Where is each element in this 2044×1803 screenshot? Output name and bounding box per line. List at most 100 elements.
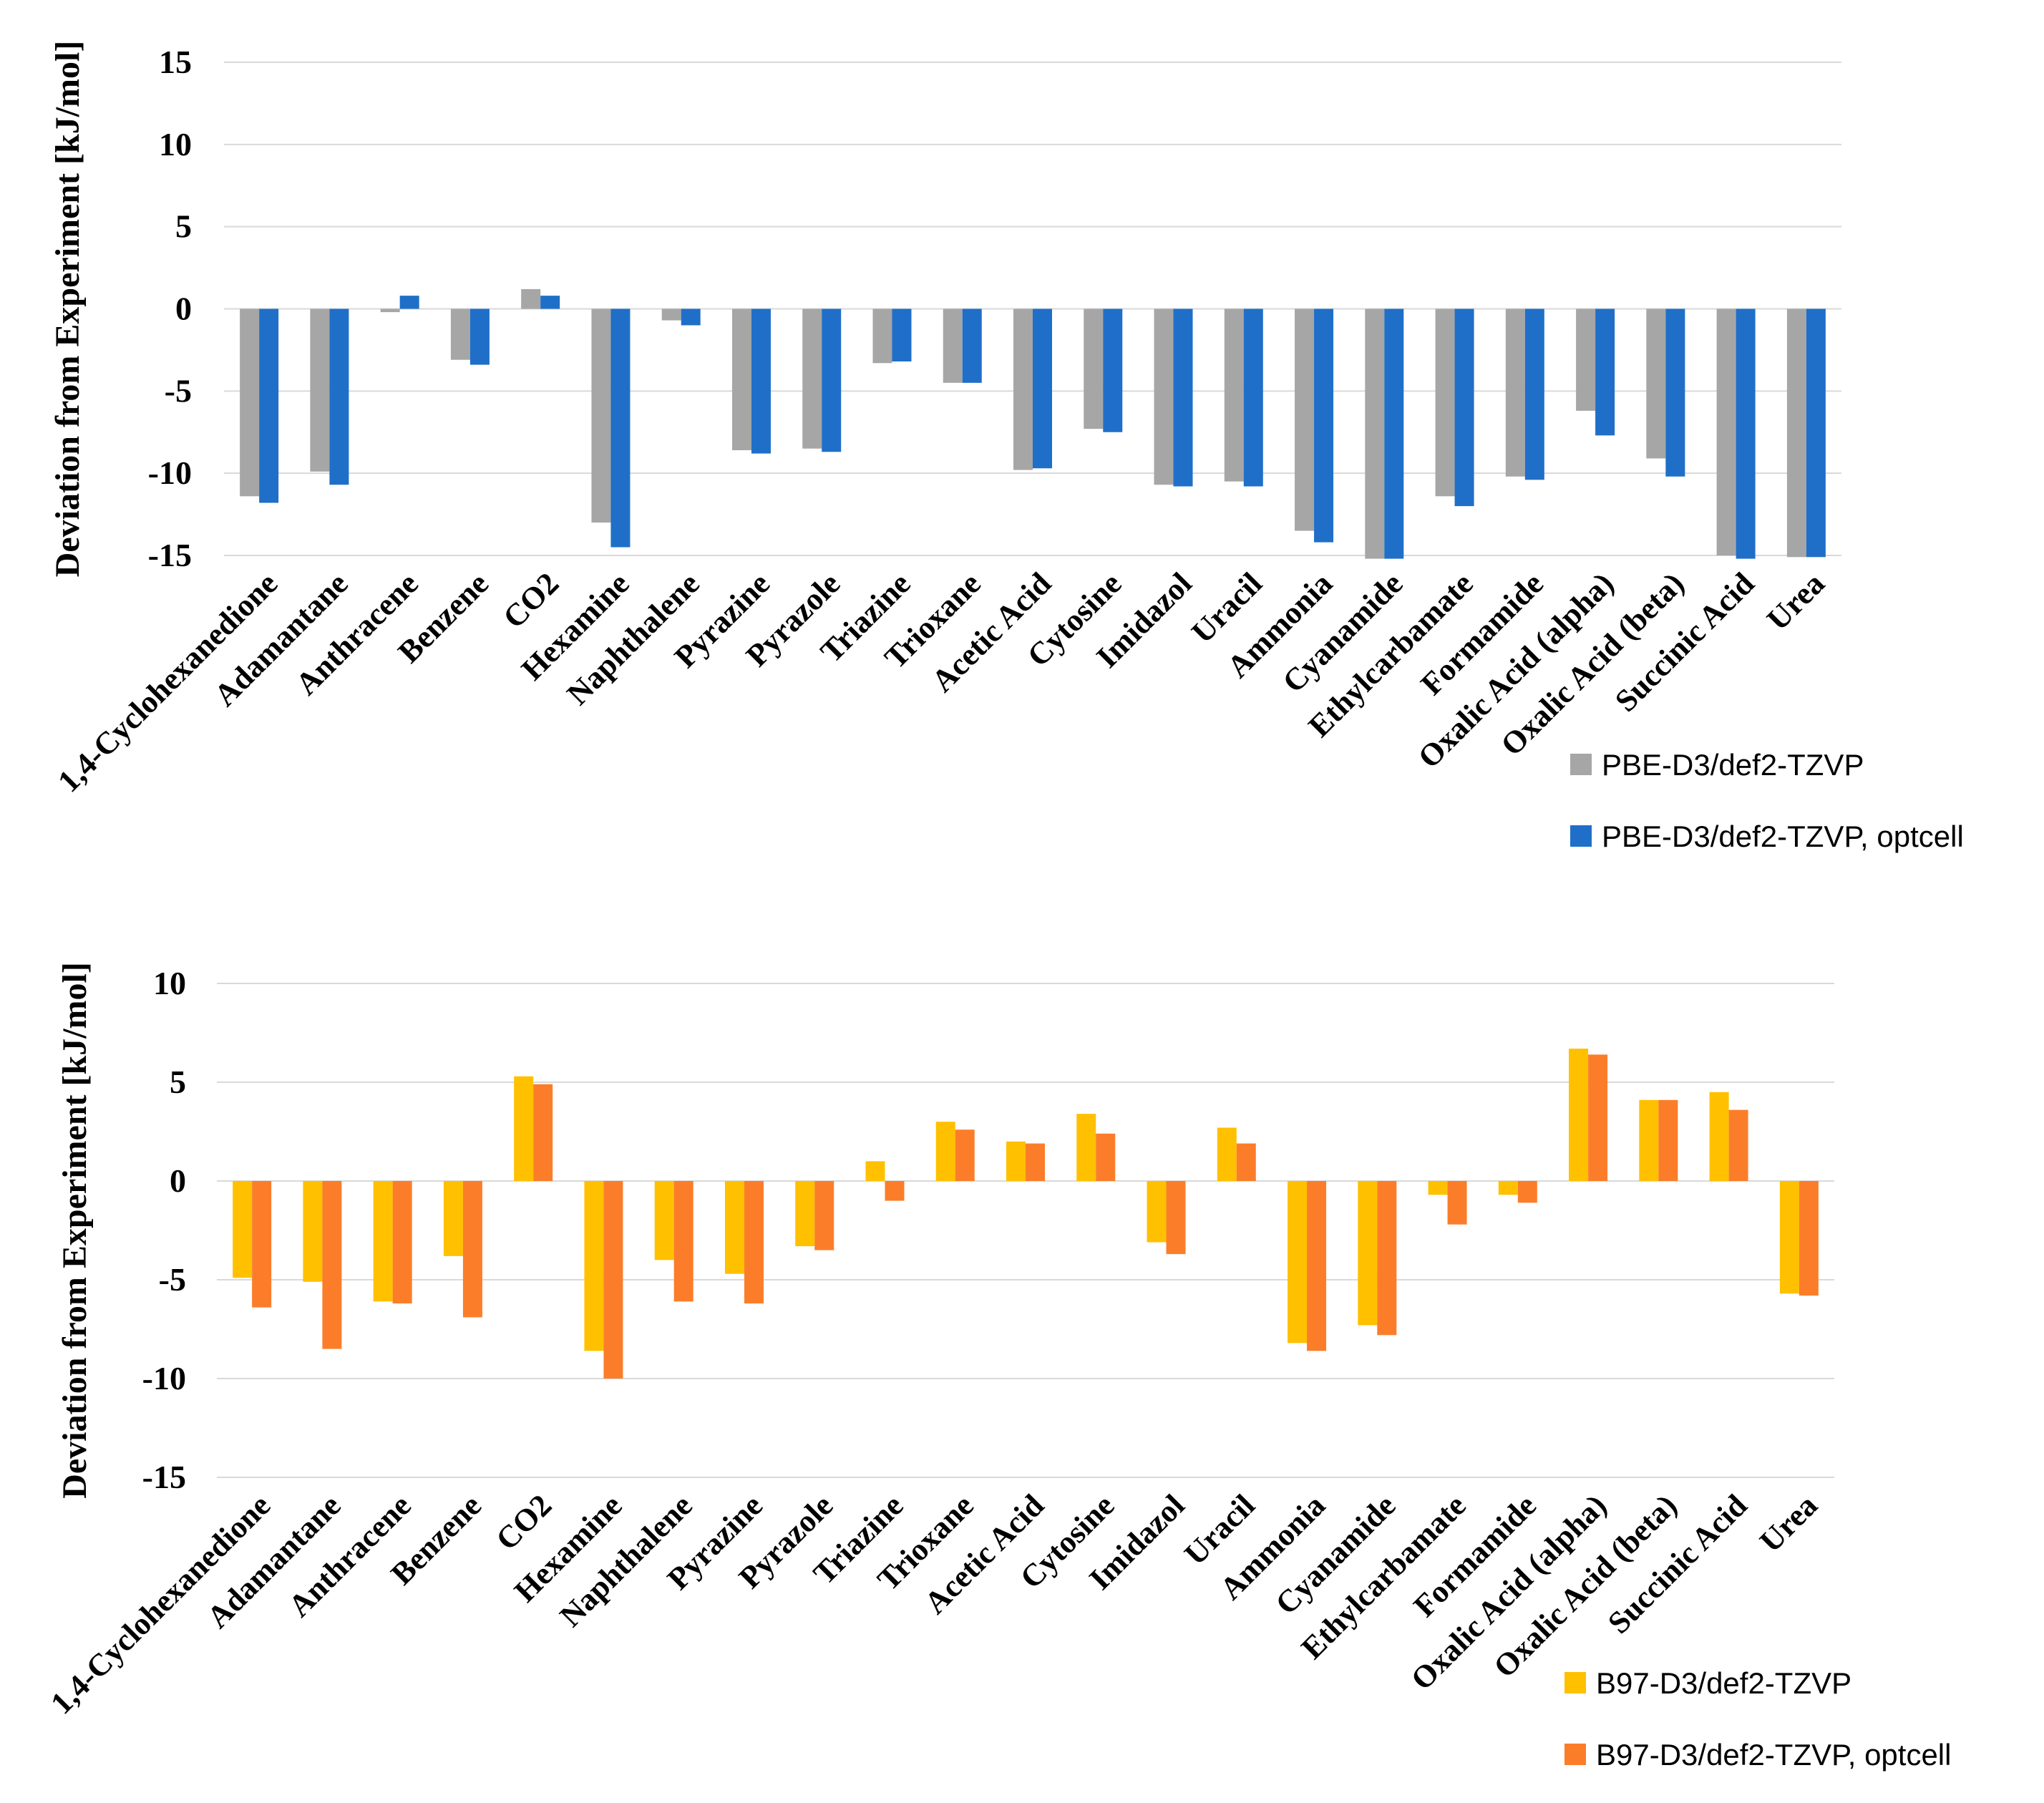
bar: [1307, 1181, 1327, 1351]
bar: [310, 308, 330, 472]
bar: [1595, 308, 1615, 436]
bar: [1173, 308, 1193, 487]
legend-label: PBE-D3/def2-TZVP, optcell: [1602, 820, 1964, 853]
bar: [1166, 1181, 1186, 1255]
bar: [1799, 1181, 1819, 1296]
bar: [373, 1181, 393, 1302]
y-tick-label: -15: [142, 1459, 186, 1495]
bar: [654, 1181, 674, 1260]
bar: [1013, 308, 1033, 470]
y-tick-label: 15: [159, 44, 192, 80]
bar: [962, 308, 982, 383]
y-tick-label: 5: [170, 1064, 186, 1100]
bar: [885, 1181, 905, 1201]
legend-label: B97-D3/def2-TZVP: [1596, 1666, 1851, 1700]
bar: [661, 308, 681, 321]
bar: [1505, 308, 1525, 477]
bar: [462, 1181, 482, 1318]
bar: [1569, 1049, 1589, 1181]
bar: [1728, 1109, 1748, 1181]
bar: [1217, 1127, 1237, 1181]
bar: [1447, 1181, 1467, 1225]
bar: [610, 308, 631, 548]
bar: [591, 308, 611, 523]
bar: [744, 1181, 764, 1304]
legend-swatch: [1564, 1744, 1586, 1765]
bar: [1639, 1099, 1659, 1181]
x-tick-label: Urea: [1760, 565, 1831, 637]
bar: [521, 288, 541, 309]
bar: [731, 308, 751, 451]
y-tick-label: -15: [148, 537, 192, 573]
bar: [1224, 308, 1244, 482]
bar: [1665, 308, 1685, 477]
chart-pbe: 15 10 5 0 -5 -10 -15 Deviation from Experiment …: [49, 41, 1964, 853]
y-tick-label: 10: [153, 965, 186, 1001]
bar: [822, 308, 842, 452]
bar: [392, 1181, 412, 1304]
bar: [322, 1181, 342, 1349]
bar: [533, 1084, 553, 1181]
y-tick-label: -10: [148, 455, 192, 491]
bar: [865, 1161, 885, 1181]
bar: [724, 1181, 744, 1274]
bar: [1498, 1181, 1518, 1195]
bar: [259, 308, 279, 503]
bar: [1517, 1181, 1537, 1203]
bar: [399, 296, 419, 309]
bar: [1006, 1141, 1026, 1181]
bar: [1365, 308, 1385, 559]
bar: [802, 308, 822, 449]
y-tick-label: -10: [142, 1360, 186, 1396]
bar: [955, 1129, 975, 1181]
bar: [795, 1181, 815, 1247]
bar: [1524, 308, 1544, 480]
bar: [240, 308, 260, 497]
bar: [1736, 308, 1756, 559]
legend-swatch: [1570, 825, 1592, 847]
bar: [1384, 308, 1404, 559]
bar: [1716, 308, 1736, 555]
bar: [329, 308, 349, 485]
y-tick-label: -5: [165, 372, 192, 409]
y-tick-label: 0: [175, 291, 192, 327]
y-axis-title: Deviation from Experiment [kJ/mol]: [56, 962, 94, 1499]
bar: [443, 1181, 463, 1256]
bar: [1428, 1181, 1448, 1195]
chart-b97: 10 5 0 -5 -10 -15 Deviation from Experiment [k…: [44, 962, 1951, 1772]
x-tick-label: Urea: [1753, 1487, 1824, 1559]
bar: [469, 308, 490, 365]
bar: [673, 1181, 694, 1302]
y-tick-label: 5: [175, 208, 192, 245]
legend-swatch: [1570, 754, 1592, 775]
bar: [1314, 308, 1334, 543]
bar: [1358, 1181, 1378, 1326]
bar: [1076, 1114, 1096, 1181]
y-tick-label: 10: [159, 126, 192, 162]
bar: [1779, 1181, 1799, 1294]
bar: [1154, 308, 1174, 485]
bar: [1658, 1099, 1678, 1181]
bar: [1806, 308, 1826, 558]
bar: [1236, 1143, 1256, 1181]
bar: [1576, 308, 1596, 411]
bar: [584, 1181, 604, 1351]
bar: [1709, 1092, 1729, 1181]
bar: [233, 1181, 253, 1278]
bar: [943, 308, 963, 383]
bar: [892, 308, 912, 361]
bar: [1377, 1181, 1397, 1336]
legend-label: PBE-D3/def2-TZVP: [1602, 748, 1864, 782]
y-tick-label: -5: [159, 1261, 186, 1298]
bar: [1026, 1143, 1045, 1181]
bar: [1103, 308, 1123, 432]
bar: [514, 1076, 534, 1181]
bar: [935, 1122, 955, 1181]
bar: [1295, 308, 1315, 531]
bar: [380, 308, 400, 313]
bar: [1588, 1054, 1608, 1181]
bar: [814, 1181, 834, 1250]
bar: [1147, 1181, 1167, 1243]
bar: [751, 308, 771, 454]
